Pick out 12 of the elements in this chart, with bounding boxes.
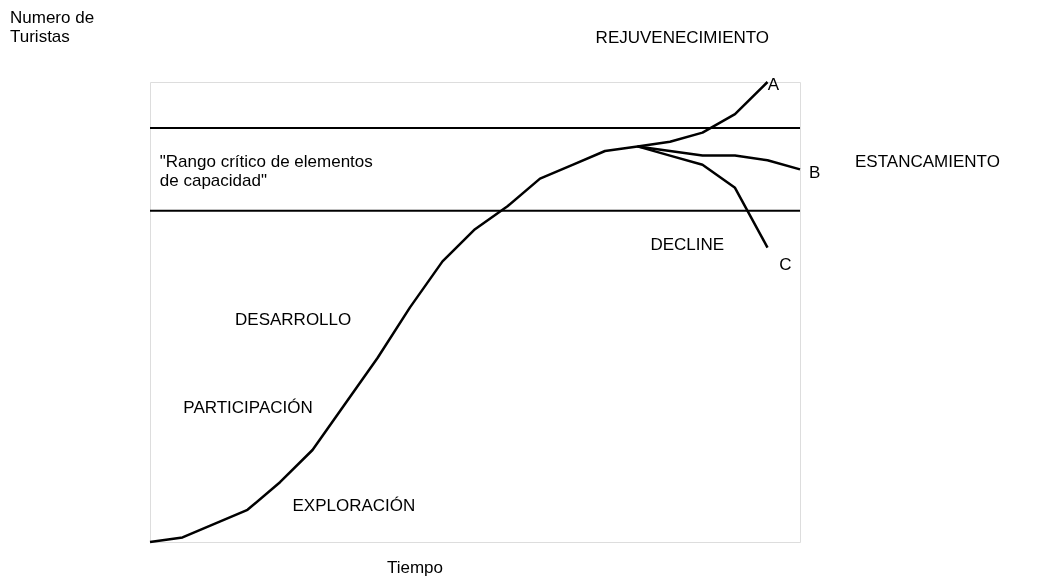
annotation: A (767, 74, 780, 94)
annotation: EXPLORACIÓN (292, 495, 416, 515)
y-axis-title: Numero de Turistas (10, 8, 95, 46)
annotation: "Rango crítico de elementos de capacidad" (159, 152, 373, 191)
text: B (809, 163, 821, 183)
text: ESTANCAMIENTO (855, 152, 1000, 172)
annotation: DECLINE (650, 235, 725, 255)
annotation: C (779, 255, 792, 275)
x-axis-title: Tiempo (386, 558, 444, 577)
text: REJUVENECIMIENTO (595, 27, 770, 47)
annotation: PARTICIPACIÓN (183, 397, 313, 417)
annotation: DESARROLLO (235, 309, 352, 329)
